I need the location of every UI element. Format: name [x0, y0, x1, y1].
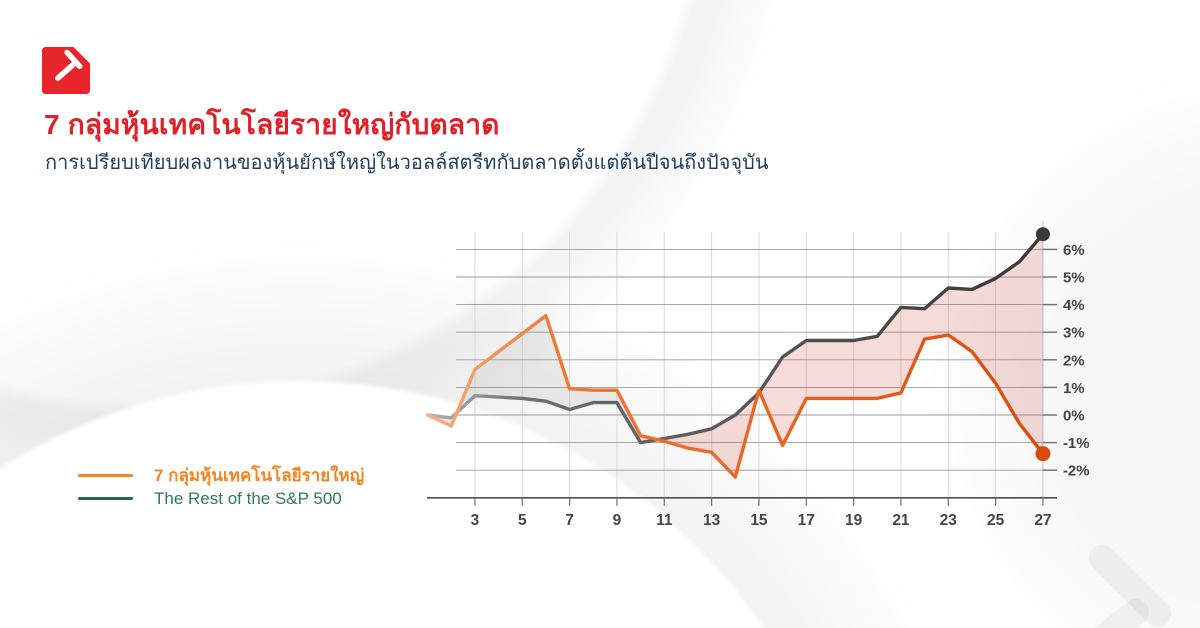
market-end-dot [1035, 227, 1050, 242]
legend-item-tech: 7 กลุ่มหุ้นเทคโนโลยีรายใหญ่ [78, 464, 364, 487]
fill-market-above [427, 411, 458, 426]
y-axis-label: 3% [1063, 325, 1085, 342]
brand-logo [42, 47, 90, 94]
logo-stroke-top [64, 49, 83, 70]
x-axis-label: 27 [1034, 512, 1051, 529]
x-axis-label: 19 [845, 512, 863, 529]
legend-label-tech: 7 กลุ่มหุ้นเทคโนโลยีรายใหญ่ [154, 466, 365, 485]
market-line [425, 232, 1045, 445]
y-axis-label: 5% [1063, 270, 1085, 287]
x-axis-label: 9 [613, 512, 622, 529]
y-axis-label: -2% [1063, 463, 1090, 480]
y-axis-label: 4% [1063, 297, 1085, 314]
x-axis-label: 13 [703, 512, 721, 529]
x-axis-label: 17 [798, 512, 815, 529]
x-axis-label: 3 [471, 512, 480, 529]
page-subtitle: การเปรียบเทียบผลงานของหุ้นยักษ์ใหญ่ในวอล… [45, 152, 769, 174]
legend-item-market: The Rest of the S&P 500 [78, 487, 364, 510]
y-axis-label: 6% [1063, 242, 1085, 259]
y-axis-label: -1% [1063, 435, 1090, 452]
y-axis-label: 1% [1063, 380, 1085, 397]
x-axis-label: 11 [656, 512, 673, 529]
fill-market-above [760, 234, 1043, 454]
x-axis-label: 5 [518, 512, 527, 529]
tech-end-dot [1035, 446, 1051, 462]
fill-market-above [658, 390, 759, 478]
x-axis-label: 25 [987, 512, 1005, 529]
fill-tech-above [457, 315, 659, 443]
x-axis-label: 15 [750, 512, 768, 529]
legend-label-market: The Rest of the S&P 500 [154, 489, 342, 508]
legend-swatch-market [78, 497, 133, 500]
y-axis-label: 0% [1063, 408, 1085, 425]
x-axis-label: 21 [892, 512, 910, 529]
background-watermark-chevron [1089, 545, 1171, 628]
x-axis-label: 23 [940, 512, 958, 529]
chart-legend: 7 กลุ่มหุ้นเทคโนโลยีรายใหญ่ The Rest of … [78, 464, 364, 510]
page-title: 7 กลุ่มหุ้นเทคโนโลยีรายใหญ่กับตลาด [44, 109, 500, 140]
logo-stroke-bottom [55, 61, 76, 82]
legend-swatch-tech [78, 474, 133, 477]
x-axis-label: 7 [565, 512, 574, 529]
y-axis-label: 2% [1063, 352, 1085, 369]
tech-line [425, 313, 1045, 479]
